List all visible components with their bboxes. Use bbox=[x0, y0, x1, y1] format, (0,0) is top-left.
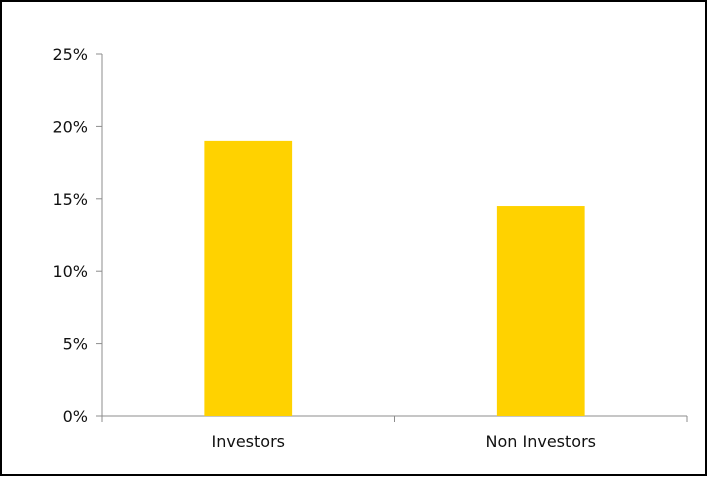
y-tick-label: 5% bbox=[63, 335, 88, 354]
x-tick-label: Investors bbox=[212, 432, 285, 451]
bar-non-investors bbox=[496, 206, 585, 416]
y-axis: 0% 5% 10% 15% 20% 25% bbox=[52, 45, 103, 426]
y-tick-label: 0% bbox=[63, 407, 88, 426]
bars bbox=[204, 140, 585, 416]
y-tick-label: 25% bbox=[52, 45, 88, 64]
x-axis: Investors Non Investors bbox=[101, 415, 688, 451]
x-tick-label: Non Investors bbox=[486, 432, 596, 451]
y-tick-label: 20% bbox=[52, 117, 88, 136]
bar-investors bbox=[204, 140, 293, 416]
y-tick-label: 10% bbox=[52, 262, 88, 281]
y-tick-label: 15% bbox=[52, 190, 88, 209]
